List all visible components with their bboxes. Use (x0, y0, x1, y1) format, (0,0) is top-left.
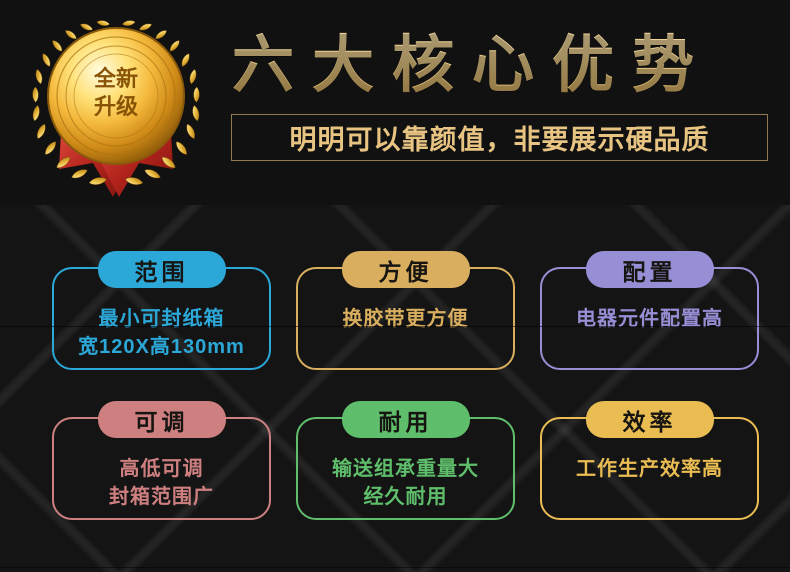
svg-text:升级: 升级 (94, 94, 138, 119)
svg-text:全新: 全新 (93, 66, 138, 91)
